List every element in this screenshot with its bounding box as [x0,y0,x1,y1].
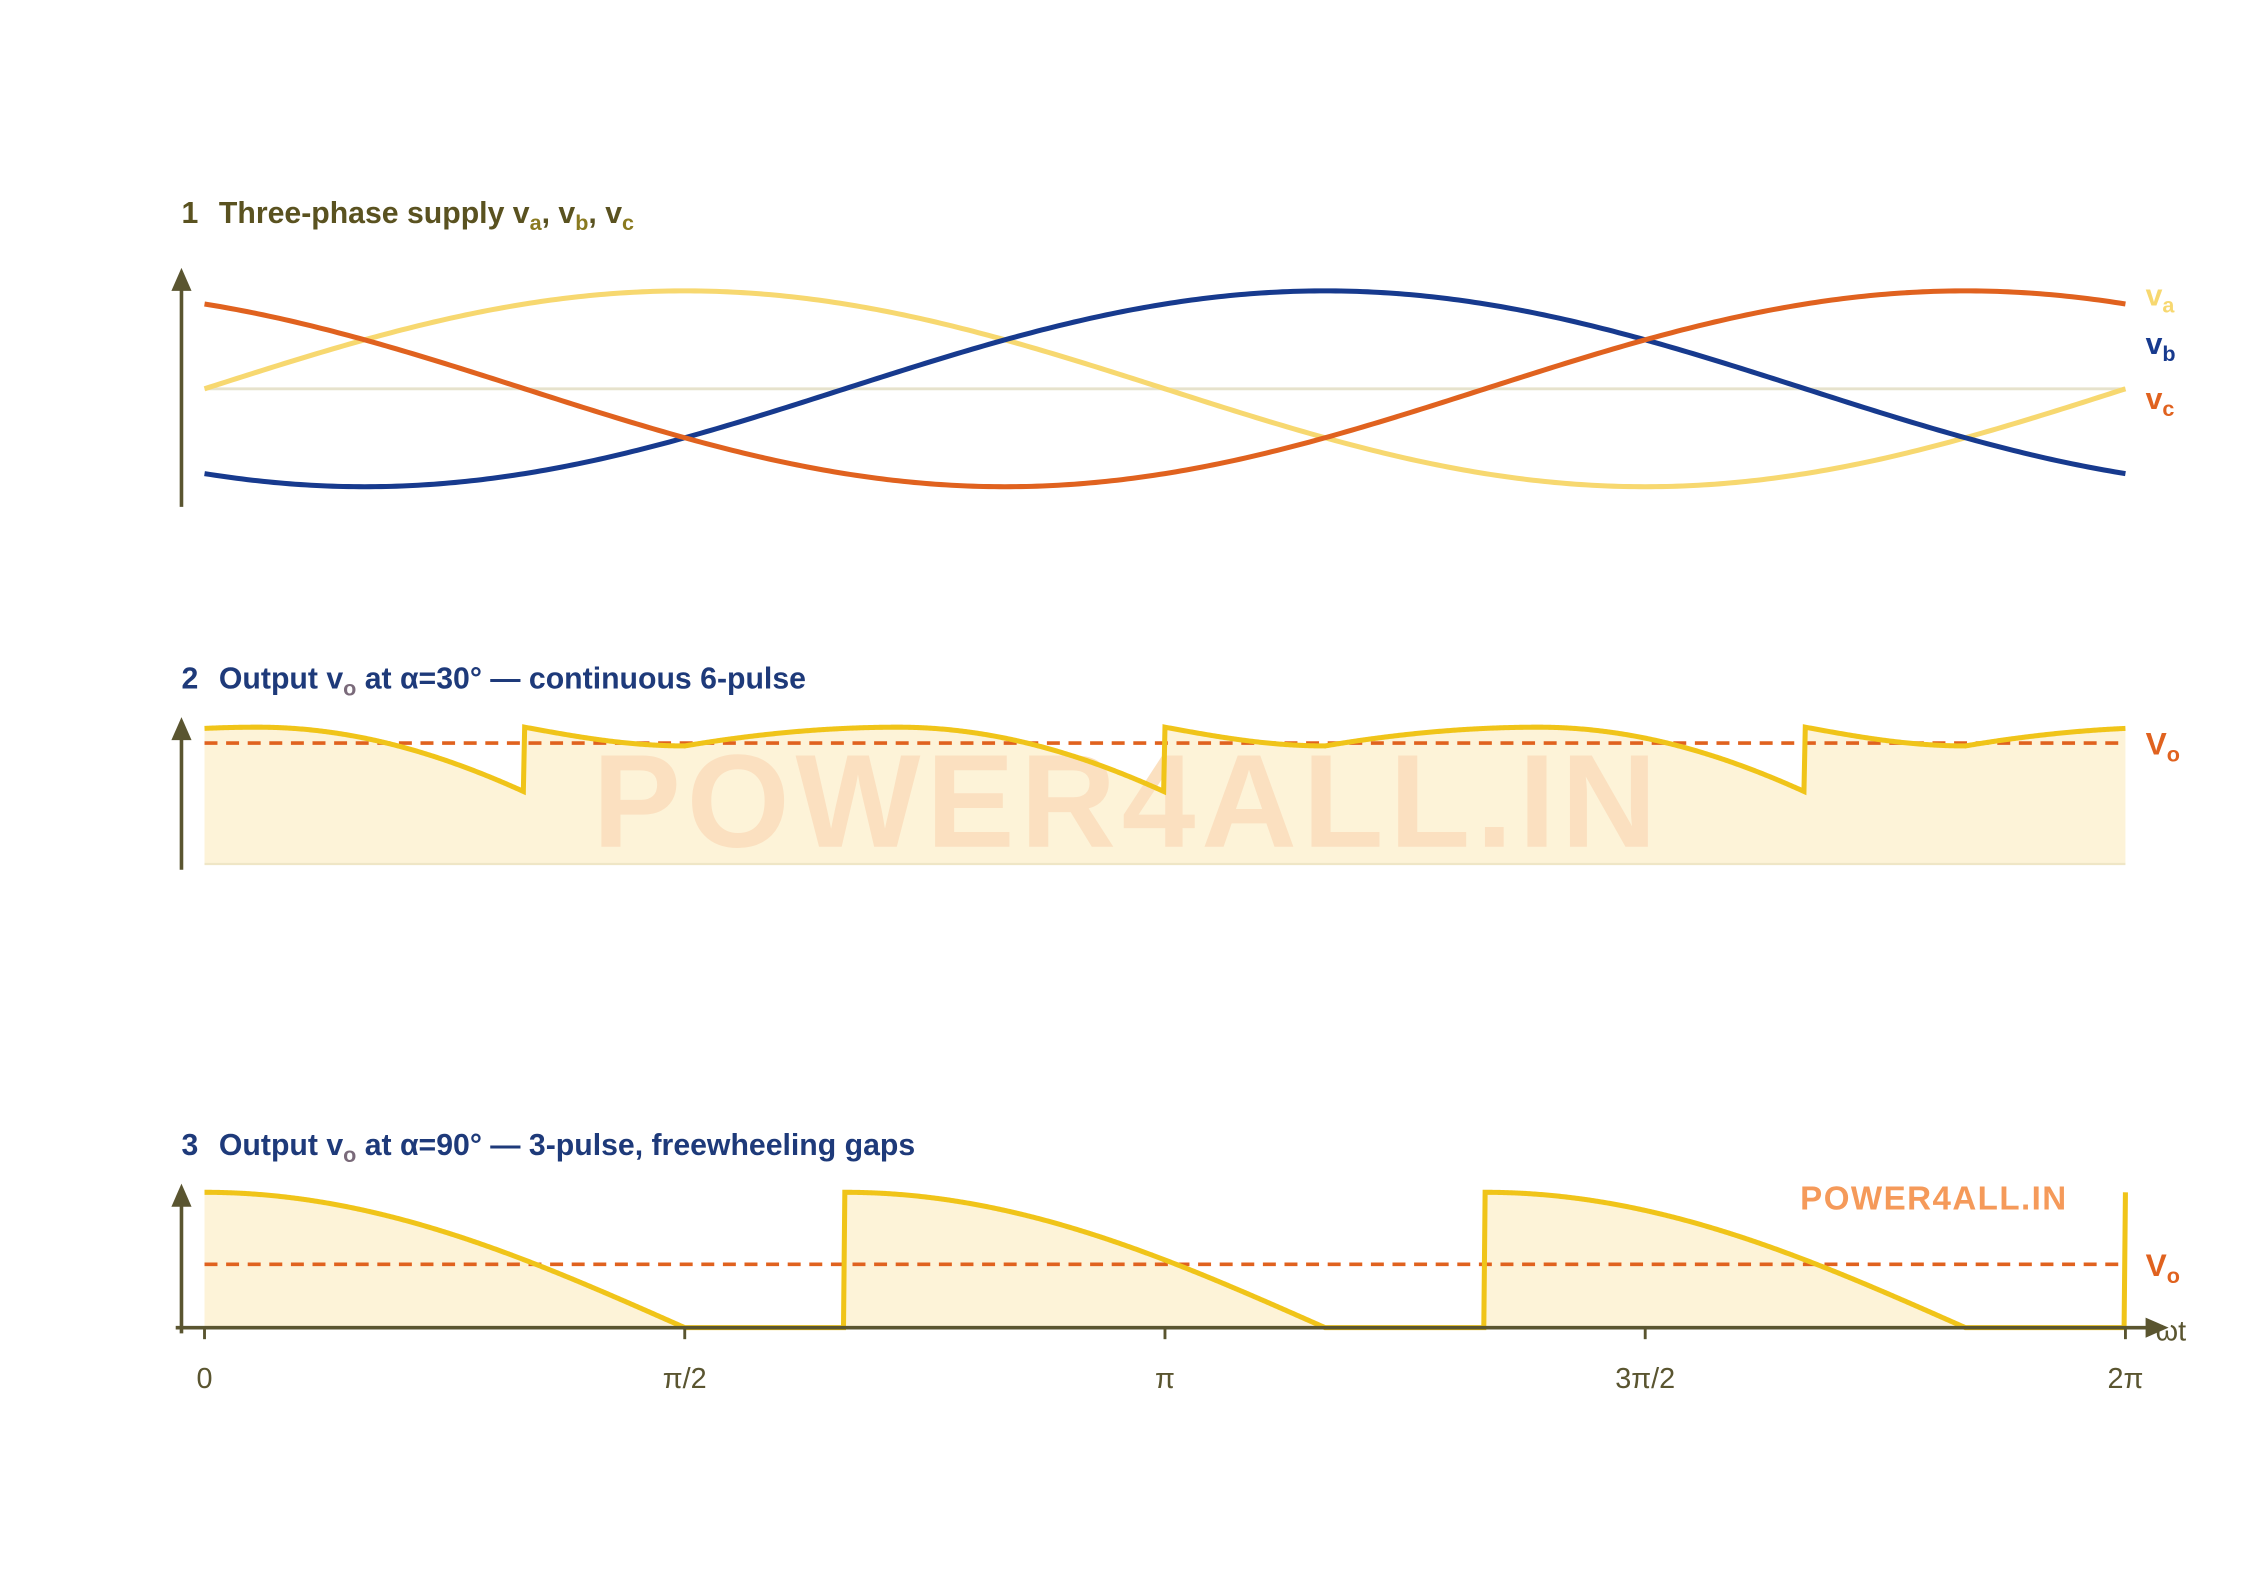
output-fill [204,727,2126,864]
title-text: , v [542,197,576,230]
phase-label: vc [2146,383,2175,421]
label-subscript: o [2167,741,2180,766]
title-text: , v [588,197,622,230]
label-text: V [2146,726,2167,762]
watermark: POWER4ALL.IN [1800,1181,2067,1218]
watermark: POWER4ALL.IN [593,728,1663,876]
title-text: Output v [219,662,343,695]
x-tick-label: 3π/2 [1615,1363,1675,1395]
x-axis-label: ωt [2156,1316,2186,1348]
y-axis-arrow [171,267,192,291]
y-axis-arrow [171,1183,192,1207]
title-text: at α=90° — 3-pulse, freewheeling gaps [356,1129,915,1162]
panel-title: Three-phase supply va, vb, vc [219,197,634,235]
label-subscript: o [2167,1262,2180,1287]
title-subscript: b [575,210,588,235]
panel-number: 2 [181,662,198,695]
x-axis-arrow [2145,1317,2169,1338]
phase-wave [204,288,2126,490]
title-subscript: a [530,210,543,235]
title-text: Output v [219,1129,343,1162]
output-wave [204,1189,2128,1331]
phase-wave [204,288,2126,490]
x-tick-label: 0 [197,1363,213,1395]
average-label: Vo [2146,1247,2180,1288]
panel-title: Output vo at α=30° — continuous 6-pulse [219,662,806,700]
x-tick-label: π [1155,1363,1175,1395]
label-subscript: a [2162,292,2175,317]
title-subscript: c [622,210,634,235]
average-label: Vo [2146,726,2180,767]
title-subscript: o [343,1141,356,1166]
panel-number: 3 [181,1129,198,1162]
label-subscript: b [2162,341,2175,366]
label-text: V [2146,1247,2167,1283]
y-axis-arrow [171,717,192,741]
panel-title: Output vo at α=90° — 3-pulse, freewheeli… [219,1129,915,1167]
label-text: v [2146,383,2163,416]
output-wave [204,724,2126,796]
label-text: v [2146,279,2163,312]
x-tick-label: 2π [2107,1363,2143,1395]
label-text: v [2146,328,2163,361]
x-tick-label: π/2 [663,1363,707,1395]
label-subscript: c [2162,396,2174,421]
phase-wave [203,288,2127,490]
title-subscript: o [343,675,356,700]
panel-number: 1 [181,197,198,230]
title-text: Three-phase supply v [219,197,530,230]
title-text: at α=30° — continuous 6-pulse [356,662,806,695]
phase-label: vb [2146,328,2176,366]
phase-label: va [2146,279,2176,317]
